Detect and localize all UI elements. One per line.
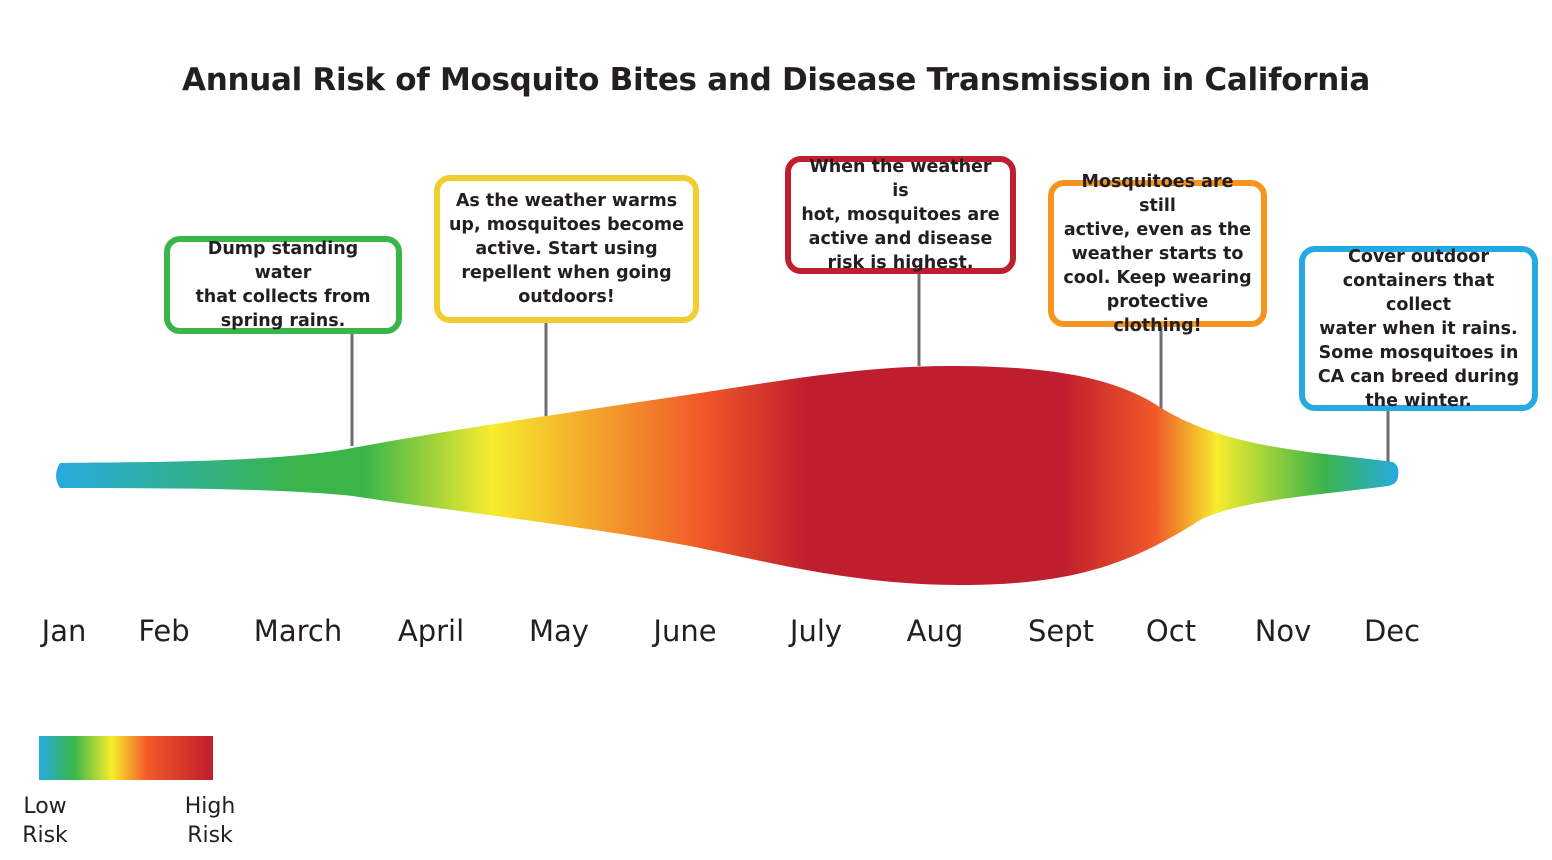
month-label-aug: Aug xyxy=(906,614,964,648)
month-label-sept: Sept xyxy=(1027,614,1095,648)
month-label-june: June xyxy=(653,614,717,648)
risk-band xyxy=(56,366,1399,585)
month-label-oct: Oct xyxy=(1145,614,1197,648)
legend-low-label: Low Risk xyxy=(15,792,75,850)
legend-high-line2: Risk xyxy=(187,823,233,848)
month-label-feb: Feb xyxy=(138,614,190,648)
callout-spring: Dump standing water that collects from s… xyxy=(164,236,402,334)
callout-fall: Mosquitoes are still active, even as the… xyxy=(1048,172,1267,336)
month-label-march: March xyxy=(253,614,343,648)
month-label-july: July xyxy=(789,614,843,648)
legend-high-label: High Risk xyxy=(180,792,240,850)
legend-gradient-bar xyxy=(39,736,213,780)
legend-low-line2: Risk xyxy=(22,823,68,848)
legend-high-line1: High xyxy=(184,794,236,819)
callout-summer: When the weather is hot, mosquitoes are … xyxy=(785,156,1016,274)
legend-low-line1: Low xyxy=(23,794,67,819)
callout-winter: Cover outdoor containers that collect wa… xyxy=(1299,246,1538,411)
callout-warming: As the weather warms up, mosquitoes beco… xyxy=(434,175,699,323)
month-label-april: April xyxy=(397,614,465,648)
page-title: Annual Risk of Mosquito Bites and Diseas… xyxy=(182,62,1370,98)
month-label-nov: Nov xyxy=(1254,614,1312,648)
month-label-may: May xyxy=(529,614,589,648)
month-label-dec: Dec xyxy=(1363,614,1421,648)
month-label-jan: Jan xyxy=(41,614,87,648)
